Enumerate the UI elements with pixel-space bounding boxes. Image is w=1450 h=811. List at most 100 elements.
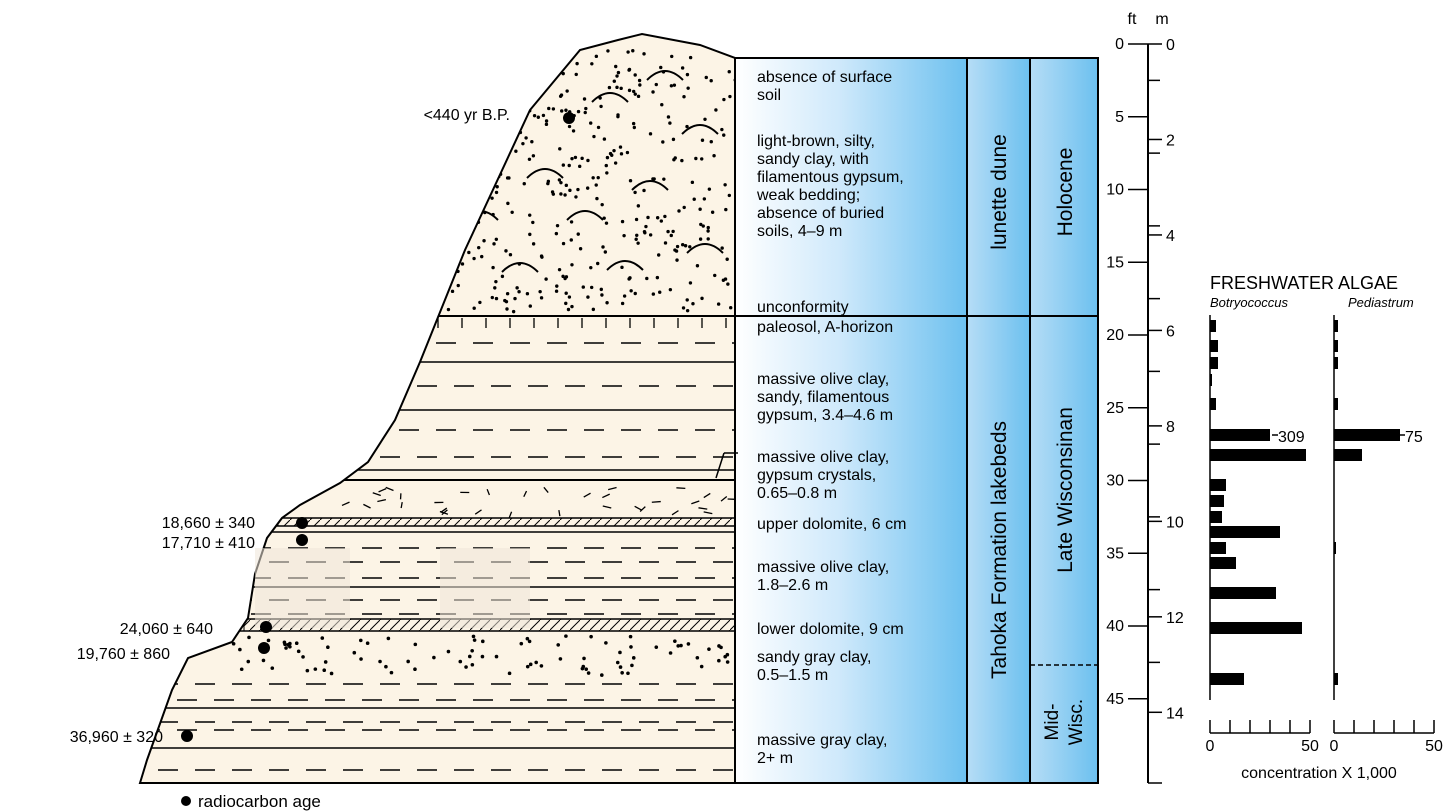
sand-dot [544, 122, 549, 127]
sand-dot [444, 53, 448, 58]
blur-patch [440, 548, 530, 628]
sand-dot [480, 135, 485, 139]
sand-dot [433, 156, 437, 160]
sand-dot [326, 645, 330, 650]
sand-dot [422, 54, 427, 58]
sand-dot [586, 295, 590, 299]
sand-dot [564, 183, 569, 188]
sand-dot [494, 654, 499, 659]
algae-xlabel: concentration X 1,000 [1241, 765, 1397, 782]
sand-dot [631, 89, 636, 94]
cross-bedding-arc [646, 70, 684, 81]
sand-dot [459, 133, 464, 137]
sand-dot [460, 237, 465, 242]
sand-dot [288, 644, 292, 649]
sand-dot [558, 657, 563, 661]
sand-dot [413, 642, 418, 647]
botryococcus-bar [1210, 511, 1222, 523]
description-line: massive olive clay, [757, 449, 889, 466]
sand-dot [494, 190, 499, 195]
sand-dot [686, 86, 690, 90]
sand-dot [654, 82, 658, 87]
sand-dot [465, 92, 469, 96]
sand-dot [648, 132, 653, 136]
sand-dot [700, 138, 705, 142]
sand-dot [584, 106, 588, 111]
sand-dot [472, 256, 476, 261]
sand-dot [633, 291, 637, 296]
sand-dot [656, 253, 661, 257]
sand-dot [685, 298, 689, 302]
sand-dot [457, 133, 461, 138]
sand-dot [725, 257, 729, 261]
ft-tick-label: 30 [1106, 473, 1124, 490]
sand-dot [305, 668, 310, 673]
sand-dot [586, 158, 590, 163]
sand-dot [648, 233, 653, 237]
sand-dot [675, 258, 679, 262]
sand-dot [477, 245, 481, 250]
sand-dot [434, 140, 438, 144]
sand-dot [709, 79, 713, 83]
sand-dot [247, 635, 251, 640]
x-tick-label: 50 [1301, 738, 1319, 755]
sand-dot [677, 209, 681, 213]
ft-tick-label: 15 [1106, 254, 1124, 271]
sand-dot [445, 85, 450, 89]
gypsum-crystal [441, 509, 448, 516]
sand-dot [443, 206, 447, 210]
sand-dot [551, 107, 556, 111]
sand-dot [710, 210, 715, 214]
sand-dot [531, 220, 535, 225]
sand-dot [565, 89, 569, 93]
sand-dot [633, 92, 637, 96]
sand-dot [554, 231, 559, 236]
sand-dot [406, 659, 410, 664]
age-label-4: 24,060 ± 640 [120, 621, 213, 638]
botryococcus-bar [1210, 526, 1280, 538]
description-line: light-brown, silty, [757, 133, 875, 150]
sand-dot [608, 151, 613, 156]
sand-dot [603, 250, 608, 254]
sand-dot [672, 83, 677, 87]
sand-dot [454, 134, 458, 138]
gypsum-crystal [341, 501, 350, 507]
sand-dot [504, 249, 508, 253]
sand-dot [680, 158, 684, 163]
sand-dot [322, 668, 327, 673]
cross-bedding-arc [631, 180, 669, 191]
sand-dot [717, 644, 721, 648]
sand-dot [660, 103, 664, 107]
age-label-mid-wisc-line2: Wisc. [1066, 699, 1087, 745]
gypsum-crystal [508, 511, 513, 518]
sand-dot [666, 115, 671, 119]
gypsum-crystal [703, 511, 713, 515]
sand-dot [637, 78, 642, 83]
sand-dot [724, 207, 728, 212]
sand-dot [358, 638, 363, 643]
sand-dot [558, 147, 562, 151]
sand-dot [563, 193, 567, 197]
sand-dot [627, 88, 632, 93]
age-label-1: <440 yr B.P. [424, 107, 510, 124]
sand-dot [467, 654, 472, 659]
sand-dot [600, 202, 604, 207]
sand-dot [685, 124, 689, 129]
sand-dot [442, 279, 447, 283]
gypsum-crystal [474, 509, 482, 515]
sand-dot [557, 267, 562, 272]
sand-dot [605, 171, 609, 175]
description-line: absence of buried [757, 205, 884, 222]
sand-dot [554, 289, 559, 293]
sand-dot [632, 125, 637, 130]
sand-dot [633, 73, 637, 77]
age-label-holocene: Holocene [1054, 148, 1077, 237]
sand-dot [506, 140, 510, 145]
sand-dot [680, 243, 685, 247]
sand-dot [542, 56, 546, 61]
sand-dot [494, 296, 499, 301]
sand-dot [612, 148, 616, 153]
sample-dot [260, 621, 272, 633]
sand-dot [668, 287, 673, 292]
